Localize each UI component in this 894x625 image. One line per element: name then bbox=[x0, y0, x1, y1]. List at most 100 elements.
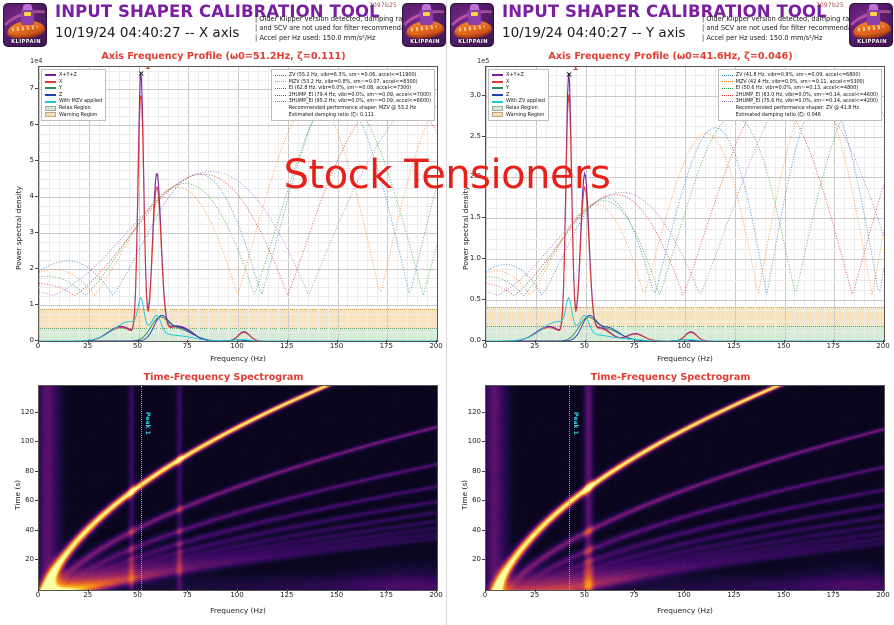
y-tick-label: 4 bbox=[8, 192, 34, 200]
spectrogram-image bbox=[39, 386, 438, 591]
spec-y-tick-label: 100 bbox=[8, 437, 34, 445]
y-tick-label: 0.0 bbox=[455, 336, 481, 344]
spectrogram-x[interactable]: Peak 1 bbox=[38, 385, 438, 591]
spec-x-tick-label: 100 bbox=[669, 591, 699, 599]
y-tick-mark bbox=[35, 124, 38, 125]
shaper-swatch bbox=[722, 75, 733, 76]
spec-y-tick-mark bbox=[35, 559, 38, 560]
peak-label: 1 bbox=[573, 66, 579, 72]
spec-x-tick-mark bbox=[585, 589, 586, 592]
legend-item: X bbox=[45, 79, 102, 86]
spec-x-tick-label: 125 bbox=[719, 591, 749, 599]
legend-label: With ZV applied bbox=[506, 98, 545, 105]
input-shaper-report: KLIPPAIN INPUT SHAPER CALIBRATION TOOL 1… bbox=[0, 0, 894, 625]
legend-label: Y bbox=[59, 85, 62, 92]
spec-x-tick-mark bbox=[436, 589, 437, 592]
legend-item: Warning Region bbox=[492, 112, 545, 119]
klippain-logo-icon-right: KLIPPAIN bbox=[402, 3, 446, 47]
shaper-legend-item: 2HUMP_EI (63.0 Hz, vibr=0.0%, sm~=0.14, … bbox=[722, 92, 878, 99]
peak-marker-icon: × bbox=[138, 69, 145, 78]
x-tick-mark bbox=[287, 340, 288, 343]
shaper-label: MZV (53.2 Hz, vibr=0.8%, sm~=0.07, accel… bbox=[289, 79, 418, 86]
y-tick-mark bbox=[35, 196, 38, 197]
legend-label: Warning Region bbox=[59, 112, 97, 119]
shaper-legend-item: 3HUMP_EI (75.6 Hz, vibr=0.0%, sm~=0.14, … bbox=[722, 98, 878, 105]
spec-x-tick-label: 150 bbox=[322, 591, 352, 599]
shaper-legend[interactable]: ZV (41.8 Hz, vibr=0.9%, sm~=0.09, accel<… bbox=[718, 69, 882, 121]
spec-y-tick-mark bbox=[482, 500, 485, 501]
spectrogram-peak-line: Peak 1 bbox=[569, 386, 570, 590]
x-tick-label: 25 bbox=[73, 342, 103, 350]
shaper-label: EI (50.6 Hz, vibr=0.0%, sm~=0.13, accel<… bbox=[736, 85, 858, 92]
shaper-legend[interactable]: ZV (55.2 Hz, vibr=6.3%, sm~=0.06, accel<… bbox=[271, 69, 435, 121]
shaper-label: MZV (42.4 Hz, vibr=0.0%, sm~=0.11, accel… bbox=[736, 79, 865, 86]
klippain-logo-icon-y-right: KLIPPAIN bbox=[849, 3, 893, 47]
legend-item: Y bbox=[45, 85, 102, 92]
chart-title-y: Axis Frequency Profile (ω0=41.6Hz, ζ=0.0… bbox=[447, 51, 894, 62]
shaper-swatch bbox=[722, 81, 733, 82]
y-tick-mark bbox=[482, 299, 485, 300]
x-tick-mark bbox=[684, 340, 685, 343]
legend-swatch bbox=[492, 81, 503, 83]
spec-y-tick-label: 120 bbox=[455, 408, 481, 416]
spec-y-tick-mark bbox=[35, 500, 38, 501]
x-tick-label: 75 bbox=[619, 342, 649, 350]
spectrogram-peak-label: Peak 1 bbox=[572, 412, 579, 435]
shaper-swatch bbox=[275, 88, 286, 89]
y-tick-label: 0.5 bbox=[455, 295, 481, 303]
spec-x-tick-label: 175 bbox=[818, 591, 848, 599]
spec-x-tick-label: 100 bbox=[222, 591, 252, 599]
spec-x-tick-mark bbox=[138, 589, 139, 592]
legend-item: Relax Region bbox=[492, 105, 545, 112]
shaper-label: 3HUMP_EI (75.6 Hz, vibr=0.0%, sm~=0.14, … bbox=[736, 98, 878, 105]
legend-item: Z bbox=[492, 92, 545, 99]
shaper-swatch bbox=[275, 81, 286, 82]
series-legend[interactable]: X+Y+Z X Y Z With ZV applied Relax Region Warni… bbox=[488, 69, 549, 121]
shaper-swatch bbox=[275, 95, 286, 96]
shaper-label: 2HUMP_EI (79.4 Hz, vibr=0.0%, sm~=0.09, … bbox=[289, 92, 431, 99]
legend-label: Warning Region bbox=[506, 112, 544, 119]
spec-y-tick-label: 20 bbox=[455, 555, 481, 563]
header-y: KLIPPAIN INPUT SHAPER CALIBRATION TOOL 1… bbox=[447, 0, 894, 50]
spectrogram-title-y: Time-Frequency Spectrogram bbox=[447, 372, 894, 383]
spec-y-tick-mark bbox=[482, 412, 485, 413]
spec-y-axis-label-x: Time (s) bbox=[13, 480, 22, 510]
spec-y-tick-mark bbox=[35, 471, 38, 472]
klippain-logo-icon-y: KLIPPAIN bbox=[450, 3, 494, 47]
legend-item: With MZV applied bbox=[45, 98, 102, 105]
x-tick-label: 100 bbox=[222, 342, 252, 350]
y-tick-mark bbox=[35, 304, 38, 305]
x-tick-label: 50 bbox=[570, 342, 600, 350]
spec-x-tick-mark bbox=[833, 589, 834, 592]
y-tick-label: 1.5 bbox=[455, 213, 481, 221]
shaper-swatch bbox=[722, 95, 733, 96]
gridline-v bbox=[437, 67, 438, 341]
series-legend[interactable]: X+Y+Z X Y Z With MZV applied Relax Region Warn… bbox=[41, 69, 106, 121]
y-tick-label: 1.0 bbox=[455, 254, 481, 262]
spec-x-tick-mark bbox=[883, 589, 884, 592]
damping-ratio-note: Estimated damping ratio (ζ): 0.111 bbox=[275, 112, 431, 119]
y-tick-mark bbox=[482, 176, 485, 177]
y-tick-label: 1 bbox=[8, 300, 34, 308]
y-exponent-y: 1e5 bbox=[477, 57, 489, 65]
x-axis-label-y: Frequency (Hz) bbox=[485, 354, 885, 363]
spec-x-tick-label: 175 bbox=[371, 591, 401, 599]
spec-x-tick-mark bbox=[386, 589, 387, 592]
spec-y-tick-label: 40 bbox=[455, 526, 481, 534]
shaper-label: 2HUMP_EI (63.0 Hz, vibr=0.0%, sm~=0.14, … bbox=[736, 92, 878, 99]
y-tick-label: 3 bbox=[8, 228, 34, 236]
legend-swatch bbox=[492, 101, 503, 103]
spec-x-tick-mark bbox=[485, 589, 486, 592]
x-tick-mark bbox=[436, 340, 437, 343]
spectrogram-y[interactable]: Peak 1 bbox=[485, 385, 885, 591]
header-notes-y: | Older Klipper version detected, dampin… bbox=[702, 15, 868, 43]
legend-item: Z bbox=[45, 92, 102, 99]
frequency-profile-plot-y[interactable]: × 1 X+Y+Z X Y Z With ZV applied Relax Region War… bbox=[485, 66, 885, 342]
x-axis-label-x: Frequency (Hz) bbox=[38, 354, 438, 363]
y-tick-label: 0 bbox=[8, 336, 34, 344]
y-tick-mark bbox=[35, 232, 38, 233]
x-tick-mark bbox=[585, 340, 586, 343]
frequency-profile-plot-x[interactable]: × 1 X+Y+Z X Y Z With MZV applied Relax Region Wa… bbox=[38, 66, 438, 342]
spec-x-tick-mark bbox=[287, 589, 288, 592]
y-tick-mark bbox=[482, 258, 485, 259]
